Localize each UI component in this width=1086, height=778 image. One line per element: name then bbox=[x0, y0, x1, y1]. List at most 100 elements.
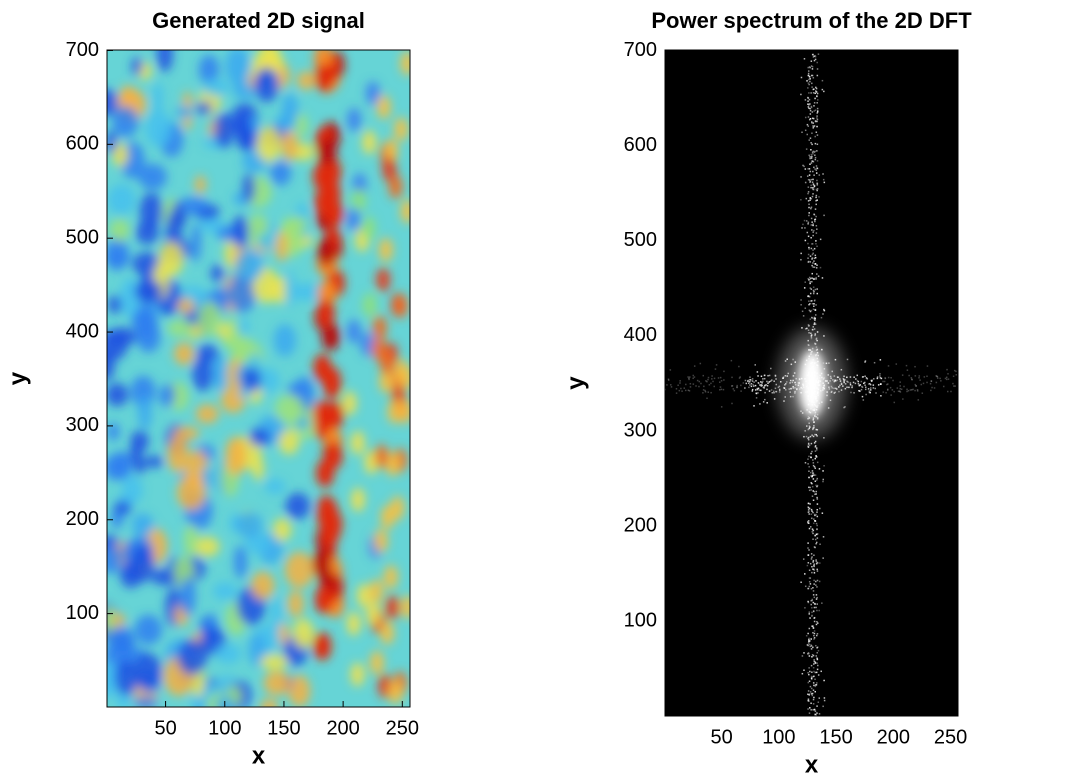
image-texture bbox=[814, 120, 817, 123]
image-texture bbox=[756, 371, 759, 373]
image-texture bbox=[807, 78, 810, 81]
image-texture bbox=[813, 670, 815, 673]
image-texture bbox=[156, 50, 173, 72]
image-texture bbox=[813, 490, 816, 493]
image-texture bbox=[807, 277, 809, 280]
image-texture bbox=[915, 385, 917, 387]
image-texture bbox=[194, 175, 206, 194]
image-texture bbox=[815, 87, 818, 90]
image-texture bbox=[689, 386, 692, 388]
image-texture bbox=[865, 377, 868, 379]
image-texture bbox=[285, 492, 311, 520]
image-texture bbox=[931, 386, 933, 389]
image-texture bbox=[768, 381, 771, 383]
image-texture bbox=[812, 472, 815, 475]
image-texture bbox=[775, 378, 777, 380]
image-texture bbox=[816, 537, 819, 539]
image-texture bbox=[242, 173, 255, 203]
image-texture bbox=[816, 184, 819, 186]
image-texture bbox=[811, 143, 813, 146]
image-texture bbox=[813, 102, 816, 104]
image-texture bbox=[811, 495, 814, 497]
image-texture bbox=[812, 77, 815, 79]
image-texture bbox=[811, 82, 813, 85]
image-texture bbox=[812, 286, 815, 289]
image-texture bbox=[667, 378, 670, 380]
image-texture bbox=[812, 703, 815, 705]
image-texture bbox=[816, 95, 818, 98]
image-texture bbox=[820, 316, 823, 319]
image-texture bbox=[692, 383, 695, 385]
image-texture bbox=[870, 389, 872, 391]
image-texture bbox=[810, 508, 813, 511]
image-texture bbox=[745, 382, 748, 385]
image-texture bbox=[812, 53, 814, 56]
y-tick-label: 700 bbox=[66, 39, 99, 61]
image-texture bbox=[719, 381, 721, 383]
x-axis-label: x bbox=[805, 751, 819, 778]
image-texture bbox=[234, 545, 247, 579]
image-texture bbox=[139, 192, 164, 229]
image-texture bbox=[814, 520, 816, 522]
image-texture bbox=[813, 634, 815, 637]
image-texture bbox=[812, 610, 815, 613]
image-texture bbox=[816, 95, 818, 97]
image-texture bbox=[899, 387, 901, 390]
image-texture bbox=[260, 698, 279, 707]
image-texture bbox=[810, 693, 813, 695]
image-texture bbox=[684, 389, 687, 392]
image-texture bbox=[808, 577, 811, 579]
image-texture bbox=[818, 174, 821, 176]
image-texture bbox=[809, 278, 812, 280]
image-texture bbox=[864, 361, 866, 363]
image-texture bbox=[248, 632, 267, 667]
image-texture bbox=[814, 662, 817, 664]
image-texture bbox=[816, 292, 819, 295]
image-texture bbox=[916, 388, 919, 391]
image-texture bbox=[816, 496, 818, 499]
image-texture bbox=[346, 319, 361, 344]
image-texture bbox=[730, 359, 733, 362]
image-texture bbox=[808, 638, 810, 641]
image-texture bbox=[194, 536, 220, 557]
image-texture bbox=[351, 487, 366, 512]
image-texture bbox=[757, 387, 760, 390]
image-texture bbox=[810, 206, 813, 208]
y-tick-label: 600 bbox=[66, 133, 99, 155]
image-texture bbox=[811, 151, 814, 154]
image-texture bbox=[850, 391, 852, 394]
image-texture bbox=[814, 150, 816, 153]
image-texture bbox=[287, 590, 304, 618]
image-texture bbox=[807, 97, 810, 99]
image-texture bbox=[816, 579, 819, 582]
image-texture bbox=[901, 374, 904, 376]
image-texture bbox=[753, 405, 755, 407]
image-texture bbox=[774, 387, 777, 390]
image-texture bbox=[719, 389, 721, 391]
image-texture bbox=[807, 168, 809, 170]
image-texture bbox=[813, 616, 816, 619]
image-texture bbox=[816, 125, 818, 128]
image-texture bbox=[808, 585, 811, 588]
image-texture bbox=[811, 656, 813, 658]
image-texture bbox=[906, 390, 908, 393]
image-texture bbox=[816, 120, 818, 123]
image-texture bbox=[953, 369, 956, 372]
image-texture bbox=[811, 615, 813, 617]
image-texture bbox=[813, 247, 816, 250]
image-texture bbox=[225, 436, 247, 476]
image-texture bbox=[810, 709, 812, 711]
image-texture bbox=[879, 377, 882, 379]
image-texture bbox=[705, 380, 707, 382]
image-texture bbox=[270, 595, 283, 631]
image-texture bbox=[811, 224, 814, 226]
image-texture bbox=[810, 288, 813, 290]
image-texture bbox=[801, 131, 803, 134]
image-texture bbox=[811, 280, 813, 283]
image-texture bbox=[806, 80, 808, 82]
image-texture bbox=[818, 468, 821, 470]
image-texture bbox=[802, 315, 805, 317]
image-texture bbox=[809, 318, 812, 320]
image-texture bbox=[814, 154, 816, 156]
